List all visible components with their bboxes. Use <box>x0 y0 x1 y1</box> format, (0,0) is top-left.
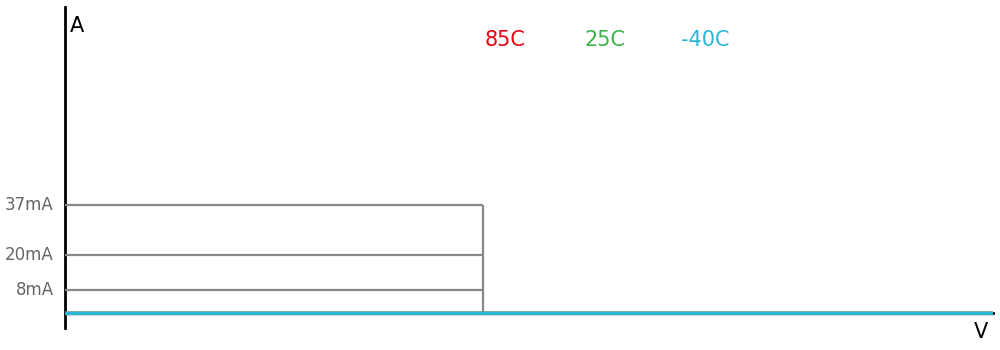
Text: 20mA: 20mA <box>5 246 54 264</box>
Text: V: V <box>974 322 988 342</box>
Text: 85C: 85C <box>485 30 525 50</box>
Text: -40C: -40C <box>681 30 729 50</box>
Text: 8mA: 8mA <box>16 281 54 299</box>
Text: 37mA: 37mA <box>5 196 54 215</box>
Text: A: A <box>70 16 84 36</box>
Text: 25C: 25C <box>584 30 626 50</box>
